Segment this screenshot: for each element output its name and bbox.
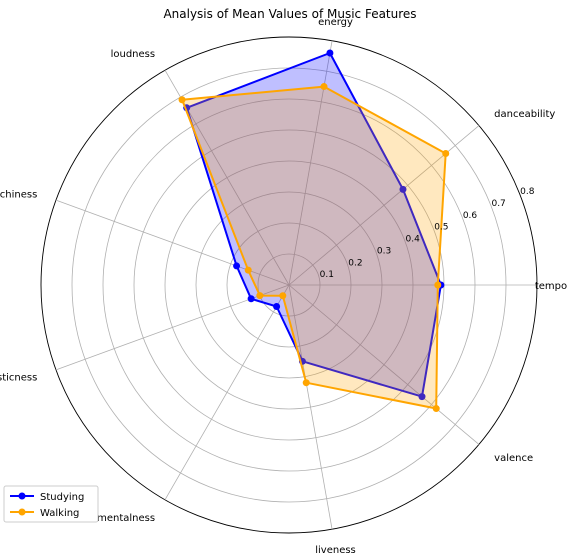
radial-tick-label: 0.3: [377, 246, 391, 256]
spoke-liveness: [288, 284, 333, 530]
axis-label-instrumentalness: instrumentalness: [68, 513, 155, 524]
point-studying-energy: [326, 49, 334, 57]
point-studying-valence: [418, 393, 426, 401]
radial-tick-label: 0.1: [320, 270, 334, 280]
axis-label-tempo: tempo: [535, 281, 567, 292]
area-walking: [182, 86, 446, 409]
point-walking-danceability: [442, 149, 450, 157]
axis-label-danceability: danceability: [494, 109, 555, 120]
axis-label-energy: energy: [318, 17, 353, 28]
legend-marker-walking: [18, 508, 26, 516]
legend-label-walking: Walking: [40, 508, 79, 519]
point-walking-liveness: [302, 379, 310, 387]
spoke-instrumentalness: [164, 284, 290, 500]
radial-tick-label: 0.7: [491, 199, 505, 209]
radial-tick-label: 0.4: [406, 235, 421, 245]
radial-tick-label: 0.8: [520, 187, 535, 197]
line-studying: [185, 52, 442, 398]
point-studying-acousticness: [247, 295, 255, 303]
legend: Studying Walking: [3, 485, 99, 523]
radial-ticks: 0.1 0.2 0.3 0.4 0.5 0.6 0.7 0.8: [320, 187, 535, 280]
spoke-valence: [288, 284, 480, 445]
series: [178, 49, 450, 413]
axis-label-loudness: loudness: [111, 49, 156, 60]
point-walking-loudness: [178, 96, 186, 104]
point-walking-energy: [320, 83, 328, 91]
point-studying-instrumentalness: [273, 302, 281, 310]
point-walking-speechiness: [244, 266, 252, 274]
legend-marker-studying: [18, 492, 26, 500]
axis-label-acousticness: acousticness: [0, 373, 37, 384]
point-studying-speechiness: [233, 262, 241, 270]
point-walking-acousticness: [256, 292, 264, 300]
radial-tick-label: 0.5: [434, 223, 448, 233]
chart-title: Analysis of Mean Values of Music Feature…: [163, 7, 416, 21]
axis-labels: tempo danceability energy loudness speechine…: [0, 17, 567, 554]
point-walking-instrumentalness: [279, 292, 287, 300]
axis-label-valence: valence: [494, 453, 533, 464]
area-studying: [186, 53, 441, 397]
radial-tick-label: 0.6: [463, 211, 478, 221]
radial-tick-label: 0.2: [348, 258, 362, 268]
legend-label-studying: Studying: [40, 492, 84, 503]
point-walking-tempo: [434, 281, 442, 289]
axis-label-speechiness: speechiness: [0, 189, 37, 200]
point-studying-danceability: [399, 185, 407, 193]
axis-label-liveness: liveness: [315, 545, 356, 554]
point-walking-valence: [432, 405, 440, 413]
line-walking: [181, 85, 447, 410]
spoke-energy: [288, 40, 333, 286]
